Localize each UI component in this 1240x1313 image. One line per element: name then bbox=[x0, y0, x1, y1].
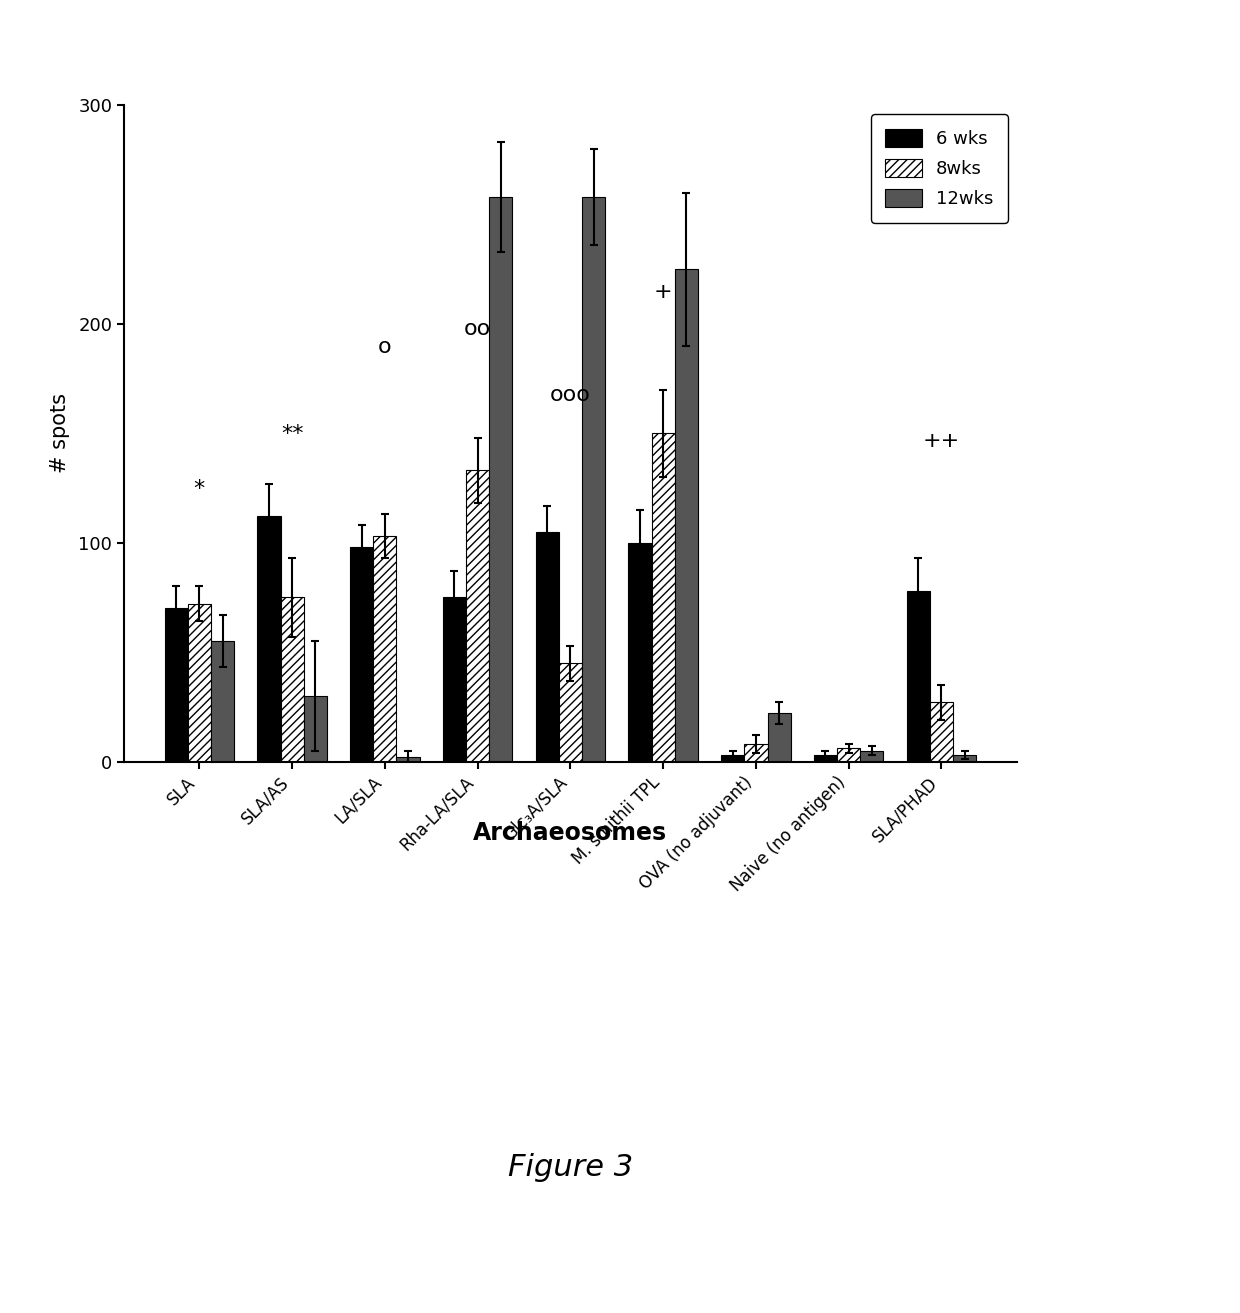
Bar bbox=[536, 532, 559, 762]
Text: Archaeosomes: Archaeosomes bbox=[474, 821, 667, 844]
Bar bbox=[906, 591, 930, 762]
Bar bbox=[350, 548, 373, 762]
Bar bbox=[280, 597, 304, 762]
Bar bbox=[211, 641, 234, 762]
Bar bbox=[744, 744, 768, 762]
Bar bbox=[304, 696, 327, 762]
Bar bbox=[258, 516, 280, 762]
Bar bbox=[165, 608, 187, 762]
Bar bbox=[187, 604, 211, 762]
Bar bbox=[813, 755, 837, 762]
Bar bbox=[373, 536, 397, 762]
Text: Figure 3: Figure 3 bbox=[508, 1153, 632, 1182]
Text: oo: oo bbox=[464, 319, 491, 339]
Bar bbox=[651, 433, 675, 762]
Bar bbox=[629, 542, 651, 762]
Bar bbox=[490, 197, 512, 762]
Text: **: ** bbox=[281, 424, 304, 444]
Bar bbox=[930, 702, 954, 762]
Bar bbox=[466, 470, 490, 762]
Bar bbox=[443, 597, 466, 762]
Bar bbox=[768, 713, 791, 762]
Text: *: * bbox=[193, 479, 205, 499]
Text: ooo: ooo bbox=[551, 385, 590, 404]
Text: ++: ++ bbox=[923, 431, 960, 450]
Bar bbox=[675, 269, 698, 762]
Bar bbox=[837, 748, 861, 762]
Bar bbox=[559, 663, 582, 762]
Y-axis label: # spots: # spots bbox=[50, 394, 69, 473]
Text: o: o bbox=[378, 336, 392, 357]
Bar bbox=[861, 751, 883, 762]
Bar bbox=[954, 755, 976, 762]
Bar bbox=[722, 755, 744, 762]
Legend: 6 wks, 8wks, 12wks: 6 wks, 8wks, 12wks bbox=[870, 114, 1008, 223]
Bar bbox=[582, 197, 605, 762]
Text: +: + bbox=[653, 282, 672, 302]
Bar bbox=[397, 758, 419, 762]
